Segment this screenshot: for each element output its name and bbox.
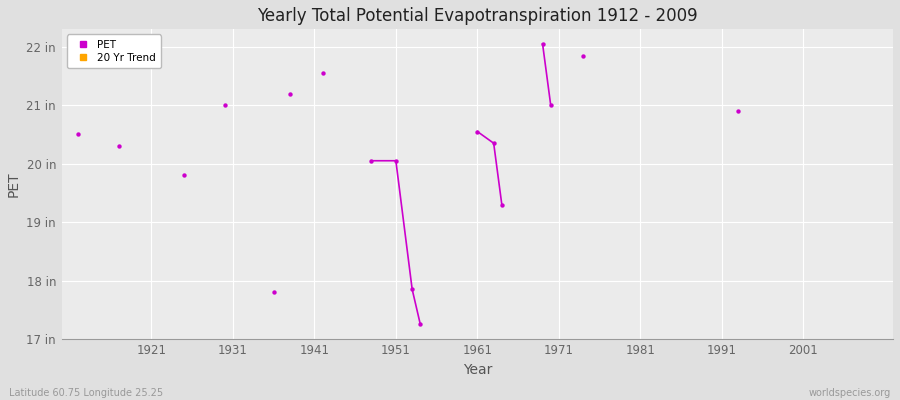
Point: [405, 286, 419, 292]
Point: [283, 90, 297, 97]
Point: [71, 131, 86, 138]
Point: [495, 201, 509, 208]
Point: [487, 140, 501, 146]
Point: [176, 172, 191, 178]
Point: [536, 41, 550, 47]
Point: [576, 52, 590, 59]
Point: [413, 321, 428, 328]
Point: [731, 108, 745, 114]
Legend: PET, 20 Yr Trend: PET, 20 Yr Trend: [67, 34, 161, 68]
Point: [112, 143, 126, 149]
Title: Yearly Total Potential Evapotranspiration 1912 - 2009: Yearly Total Potential Evapotranspiratio…: [257, 7, 698, 25]
Point: [544, 102, 558, 108]
Point: [470, 128, 484, 135]
X-axis label: Year: Year: [463, 363, 492, 377]
Point: [218, 102, 232, 108]
Point: [266, 289, 281, 296]
Point: [389, 158, 403, 164]
Y-axis label: PET: PET: [7, 171, 21, 197]
Text: Latitude 60.75 Longitude 25.25: Latitude 60.75 Longitude 25.25: [9, 388, 163, 398]
Text: worldspecies.org: worldspecies.org: [809, 388, 891, 398]
Point: [315, 70, 329, 76]
Point: [364, 158, 379, 164]
